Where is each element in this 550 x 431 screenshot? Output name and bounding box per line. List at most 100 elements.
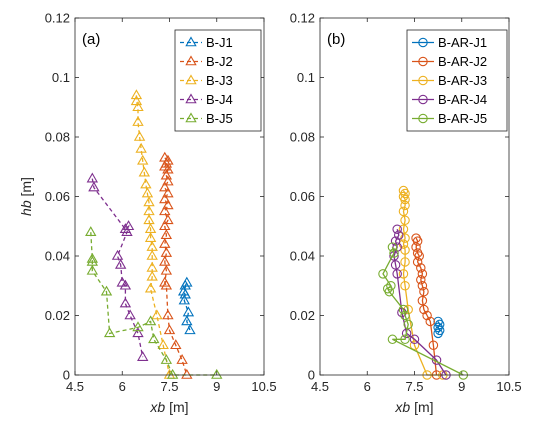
- legend-label: B-J2: [206, 54, 233, 69]
- panel-b-legend: B-AR-J1 B-AR-J2 B-AR-J3 B-AR-J4 B-AR-J5: [406, 29, 508, 132]
- data-point: [86, 264, 99, 275]
- panel-b-label: (b): [327, 31, 345, 48]
- data-point: [88, 181, 100, 192]
- data-point: [138, 166, 151, 177]
- data-point: [390, 260, 401, 270]
- data-point: [393, 230, 404, 240]
- data-point: [428, 340, 439, 350]
- series-line: [382, 246, 464, 376]
- legend-marker: [185, 93, 197, 104]
- series-B-AR-J2: [411, 233, 442, 380]
- legend-item: B-AR-J5: [412, 111, 487, 126]
- legend-item: B-AR-J1: [412, 35, 487, 50]
- panel-a-ticks: 4.5 6 7.5 9 10.5 0 0.02 0.04 0.06 0.08 0.1 0.12: [45, 11, 277, 395]
- panel-b-x-axis-label-var: xb: [394, 399, 410, 415]
- data-point: [417, 269, 428, 279]
- series-B-AR-J1: [433, 316, 445, 339]
- data-point: [400, 280, 410, 291]
- panel-a-frame: [74, 17, 265, 376]
- y-tick-label: 0.1: [297, 70, 315, 85]
- legend-item: B-J5: [180, 111, 233, 126]
- data-point: [416, 263, 426, 273]
- data-point: [119, 297, 132, 308]
- y-tick-label: 0.08: [45, 130, 70, 145]
- data-point: [162, 199, 174, 210]
- data-point: [86, 172, 99, 183]
- data-point: [178, 294, 191, 305]
- data-point: [384, 286, 395, 297]
- y-tick-label: 0.02: [290, 308, 315, 323]
- data-point: [419, 304, 429, 315]
- legend-marker: [418, 94, 428, 105]
- data-point: [182, 306, 195, 317]
- data-point: [398, 206, 409, 217]
- data-point: [398, 224, 409, 234]
- data-point: [100, 285, 113, 296]
- data-point: [400, 334, 410, 345]
- data-point: [119, 279, 132, 290]
- x-tick-label: 9: [213, 379, 220, 394]
- legend-marker: [185, 74, 197, 85]
- data-point: [162, 309, 174, 320]
- data-point: [181, 315, 193, 326]
- data-point: [433, 328, 443, 339]
- x-tick-label: 10.5: [496, 379, 521, 394]
- data-point: [160, 354, 173, 364]
- legend-item: B-J4: [180, 92, 233, 107]
- legend-item: B-AR-J3: [412, 73, 487, 88]
- data-point: [414, 251, 424, 261]
- legend-label: B-AR-J2: [438, 54, 487, 69]
- panel-b: 4.5 6 7.5 9 10.5 0 0.02 0.04 0.06 0.08 0.1 0.12 (b)…: [290, 11, 522, 416]
- data-point: [176, 354, 188, 364]
- legend-marker: [418, 56, 428, 67]
- panel-b-frame: [319, 17, 510, 376]
- x-tick-label: 6: [364, 379, 371, 394]
- data-point: [378, 269, 388, 279]
- data-point: [409, 334, 420, 345]
- data-point: [412, 257, 423, 267]
- data-point: [400, 194, 410, 205]
- y-tick-label: 0.06: [290, 189, 315, 204]
- legend-label: B-J5: [206, 111, 233, 126]
- legend-marker: [418, 75, 428, 86]
- series-B-J3: [130, 89, 176, 379]
- y-tick-label: 0.1: [52, 70, 70, 85]
- data-point: [85, 226, 97, 236]
- y-tick-label: 0.04: [290, 249, 315, 264]
- data-point: [159, 220, 171, 231]
- y-tick-label: 0.12: [290, 11, 315, 26]
- data-point: [144, 232, 157, 242]
- data-point: [86, 252, 99, 263]
- data-point: [160, 229, 173, 239]
- data-point: [400, 215, 410, 226]
- data-point: [159, 181, 171, 192]
- data-point: [387, 242, 398, 252]
- data-point: [135, 142, 147, 153]
- data-point: [184, 324, 196, 335]
- data-point: [403, 319, 413, 330]
- data-point: [409, 340, 420, 350]
- data-point: [132, 116, 144, 126]
- data-point: [159, 255, 171, 266]
- series-B-J1: [177, 276, 196, 335]
- legend-label: B-AR-J5: [438, 111, 487, 126]
- series-B-J4: [86, 172, 149, 361]
- legend-item: B-J3: [180, 73, 233, 88]
- data-point: [146, 270, 158, 281]
- legend-item: B-AR-J2: [412, 54, 487, 69]
- y-tick-label: 0.02: [45, 308, 70, 323]
- x-tick-label: 9: [458, 379, 465, 394]
- series-B-J2: [159, 151, 193, 379]
- data-point: [157, 339, 169, 350]
- data-point: [103, 327, 116, 338]
- panel-a-legend: B-J1 B-J2 B-J3 B-J4 B-J5: [174, 29, 262, 132]
- data-point: [141, 187, 154, 198]
- legend-label: B-J1: [206, 35, 233, 50]
- y-tick-label: 0: [63, 368, 70, 383]
- series-B-J5: [85, 226, 223, 379]
- legend-marker: [418, 37, 428, 48]
- panel-a-series: [85, 89, 223, 379]
- panel-a-x-axis-label-var: xb: [149, 399, 165, 415]
- data-point: [159, 193, 171, 204]
- series-line: [182, 282, 191, 331]
